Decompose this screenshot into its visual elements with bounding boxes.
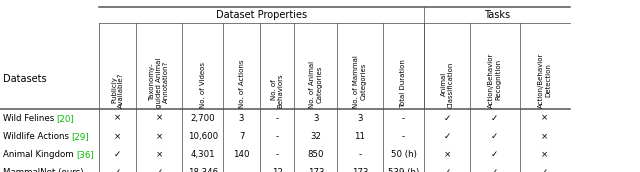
Text: No. of Videos: No. of Videos — [200, 62, 206, 108]
Text: ✓: ✓ — [491, 150, 499, 159]
Text: ✓: ✓ — [156, 168, 163, 172]
Text: ×: × — [114, 114, 121, 123]
Text: MammalNet (ours): MammalNet (ours) — [3, 168, 83, 172]
Text: 140: 140 — [234, 150, 250, 159]
Text: Dataset Properties: Dataset Properties — [216, 10, 307, 20]
Text: 2,700: 2,700 — [191, 114, 215, 123]
Text: Total Duration: Total Duration — [401, 59, 406, 108]
Text: 539 (h): 539 (h) — [388, 168, 419, 172]
Text: Taxonomy-
guided Animal
Annotation?: Taxonomy- guided Animal Annotation? — [149, 57, 169, 108]
Text: -: - — [276, 114, 278, 123]
Text: Publicly
Available?: Publicly Available? — [111, 72, 124, 108]
Text: 18,346: 18,346 — [188, 168, 218, 172]
Text: Animal Kingdom: Animal Kingdom — [3, 150, 76, 159]
Text: 173: 173 — [308, 168, 324, 172]
Text: 3: 3 — [313, 114, 319, 123]
Text: Action/Behavior
Recognition: Action/Behavior Recognition — [488, 52, 501, 108]
Text: ✓: ✓ — [444, 132, 451, 141]
Text: No. of Mammal
Categories: No. of Mammal Categories — [353, 55, 367, 108]
Text: -: - — [402, 114, 405, 123]
Text: Wild Felines: Wild Felines — [3, 114, 56, 123]
Text: 50 (h): 50 (h) — [390, 150, 417, 159]
Text: ×: × — [541, 114, 548, 123]
Text: No. of
Behaviors: No. of Behaviors — [271, 73, 284, 108]
Text: ×: × — [156, 150, 163, 159]
Text: ✓: ✓ — [491, 114, 499, 123]
Text: 7: 7 — [239, 132, 244, 141]
Text: ×: × — [156, 132, 163, 141]
Text: -: - — [240, 168, 243, 172]
Text: Tasks: Tasks — [484, 10, 510, 20]
Text: No. of Actions: No. of Actions — [239, 59, 244, 108]
Text: 12: 12 — [271, 168, 283, 172]
Text: 11: 11 — [355, 132, 365, 141]
Text: ×: × — [114, 132, 121, 141]
Text: 850: 850 — [308, 150, 324, 159]
Text: 173: 173 — [352, 168, 368, 172]
Text: ×: × — [444, 150, 451, 159]
Text: 3: 3 — [357, 114, 363, 123]
Text: ✓: ✓ — [114, 150, 121, 159]
Text: ✓: ✓ — [491, 168, 499, 172]
Text: ×: × — [156, 114, 163, 123]
Text: [20]: [20] — [56, 114, 74, 123]
Text: [36]: [36] — [76, 150, 93, 159]
Text: 3: 3 — [239, 114, 244, 123]
Text: -: - — [276, 132, 278, 141]
Text: ×: × — [541, 132, 548, 141]
Text: ×: × — [541, 150, 548, 159]
Text: ✓: ✓ — [541, 168, 548, 172]
Text: ✓: ✓ — [444, 114, 451, 123]
Text: ✓: ✓ — [444, 168, 451, 172]
Text: 32: 32 — [310, 132, 321, 141]
Text: Animal
Classification: Animal Classification — [440, 61, 454, 108]
Text: Wildlife Actions: Wildlife Actions — [3, 132, 71, 141]
Text: ✓: ✓ — [114, 168, 121, 172]
Text: Action/Behavior
Detection: Action/Behavior Detection — [538, 52, 551, 108]
Text: -: - — [276, 150, 278, 159]
Text: [29]: [29] — [71, 132, 89, 141]
Text: 4,301: 4,301 — [191, 150, 215, 159]
Text: 10,600: 10,600 — [188, 132, 218, 141]
Text: -: - — [358, 150, 362, 159]
Text: No. of Animal
Categories: No. of Animal Categories — [309, 60, 323, 108]
Text: -: - — [402, 132, 405, 141]
Text: Datasets: Datasets — [3, 74, 47, 84]
Text: ✓: ✓ — [491, 132, 499, 141]
